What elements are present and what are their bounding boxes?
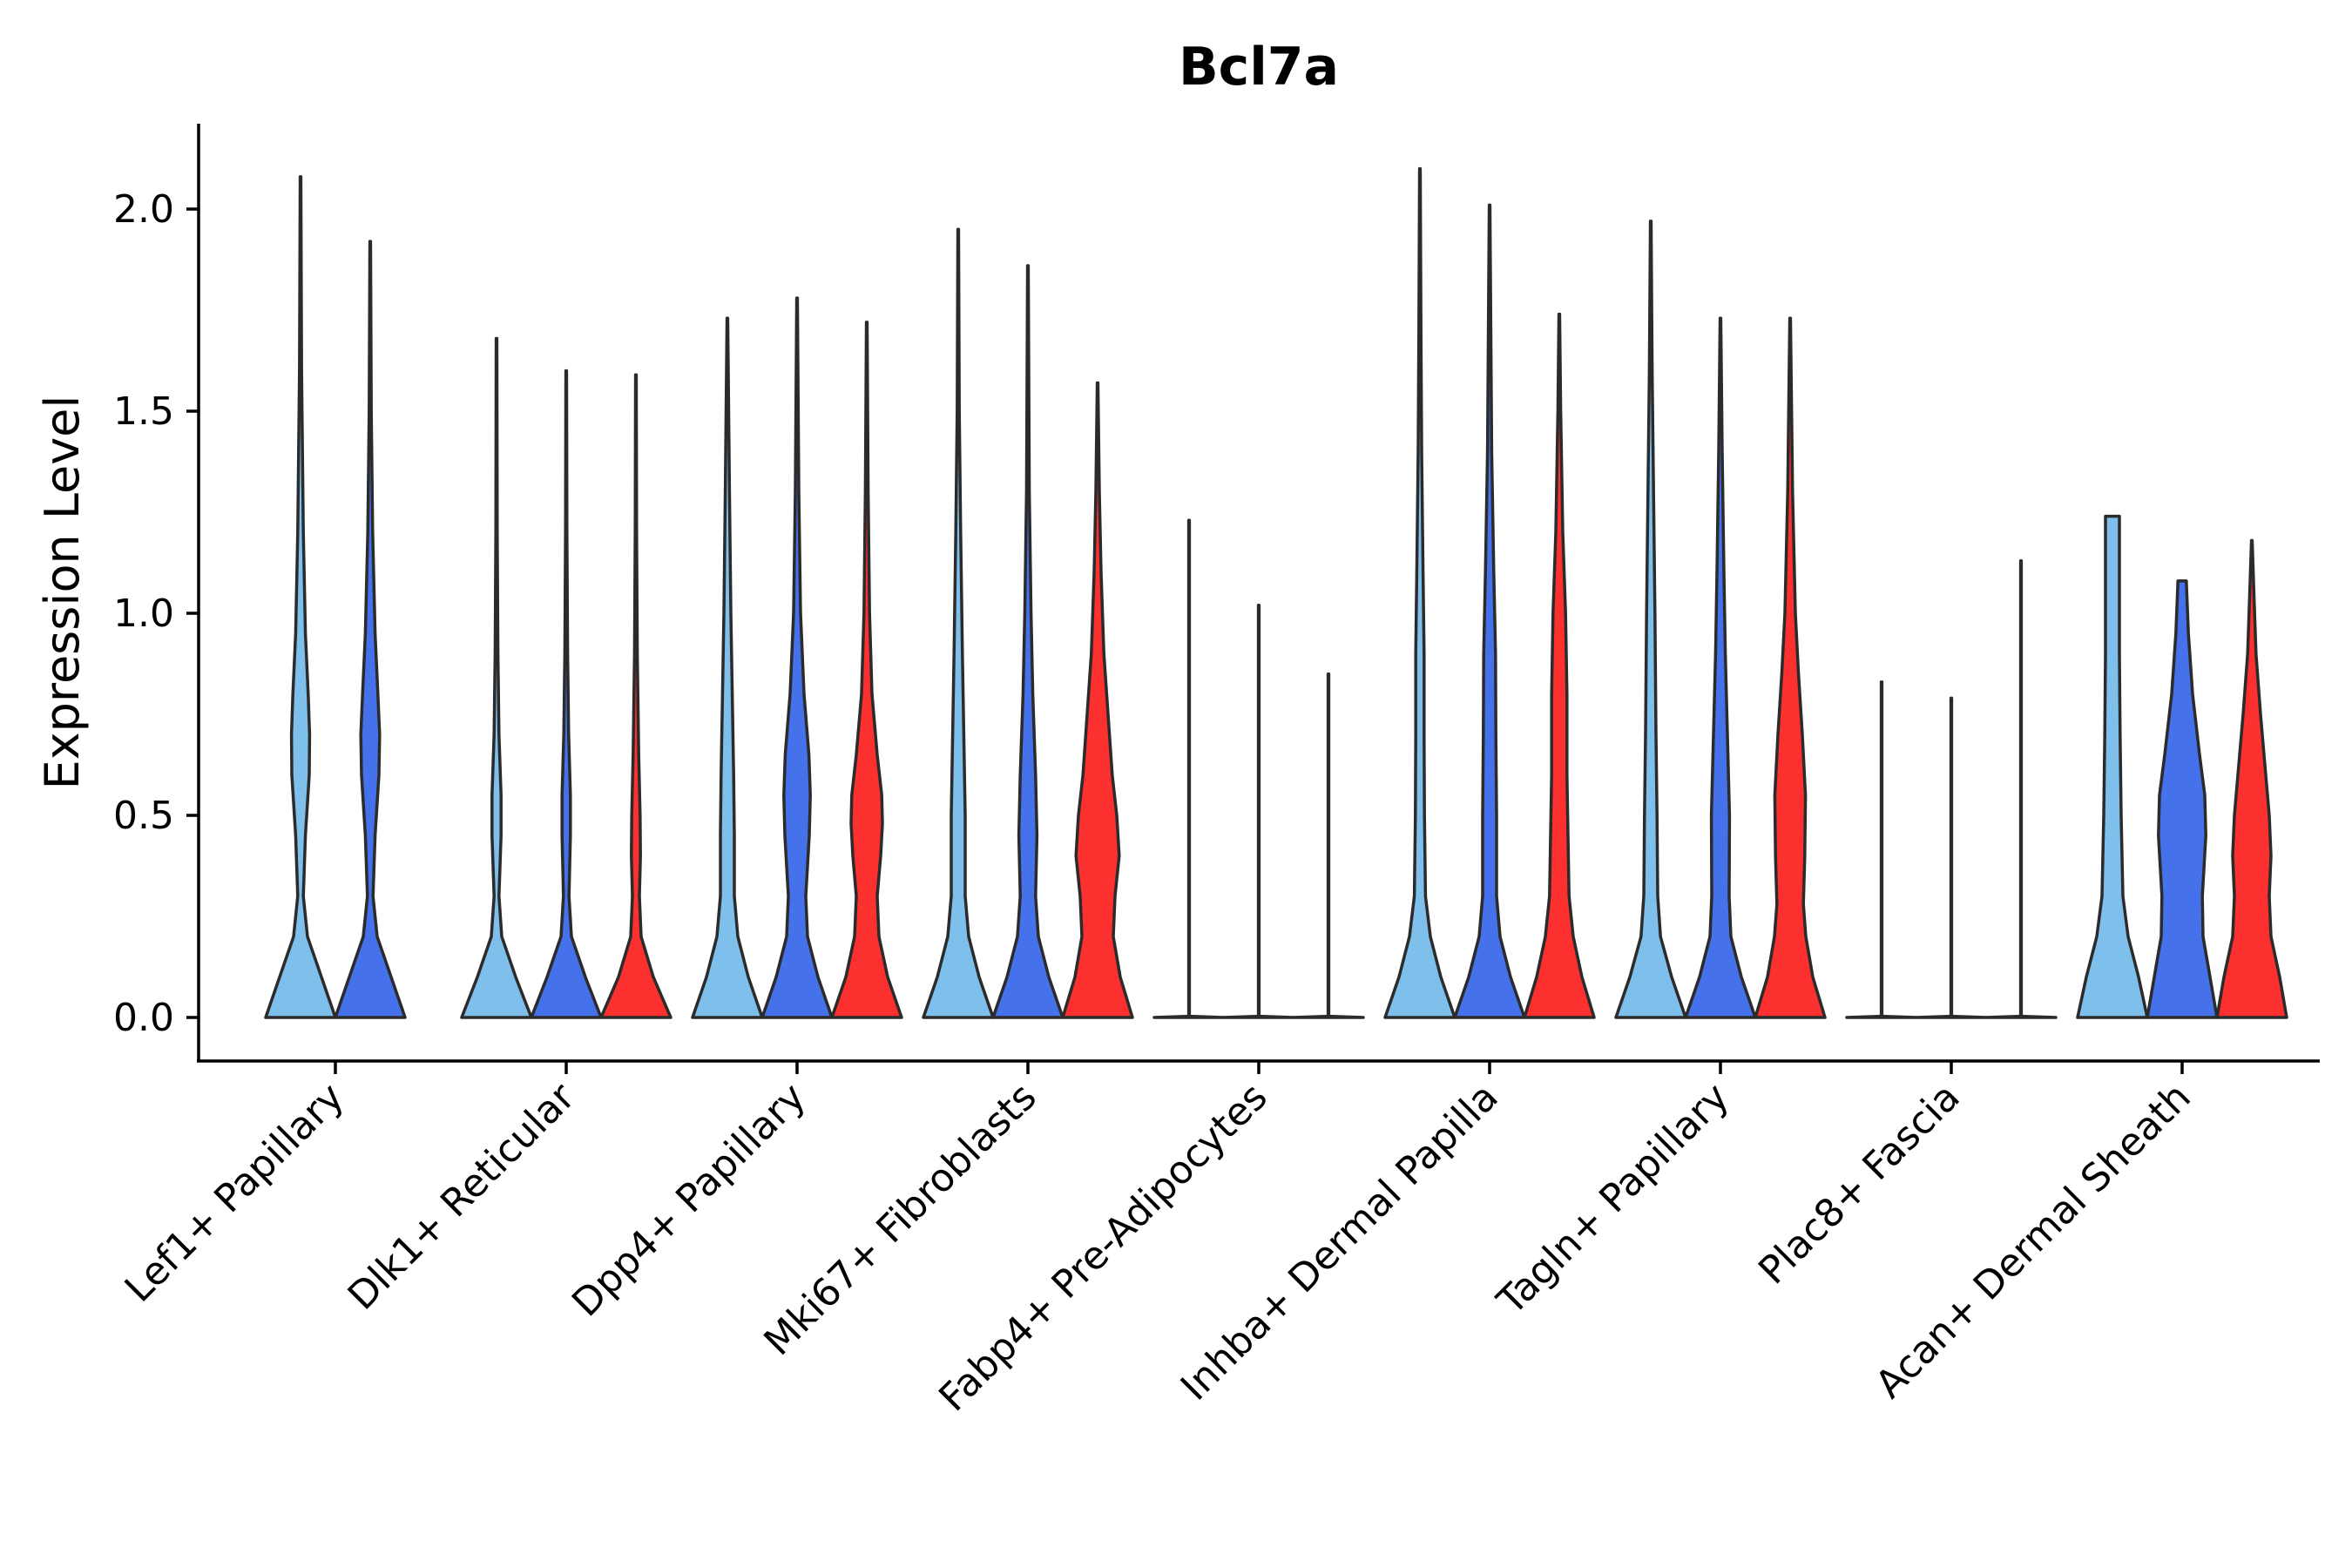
violin-2-3 [599, 373, 672, 1019]
violin-9-2 [2146, 579, 2219, 1019]
y-tick-label: 0.5 [113, 794, 174, 838]
violin-6-2 [1453, 203, 1526, 1019]
violin-1-2 [334, 240, 407, 1019]
violin-3-1 [691, 316, 764, 1019]
violin-4-2 [991, 264, 1064, 1019]
violin-7-1 [1614, 220, 1687, 1019]
violin-9-1 [2076, 514, 2149, 1019]
violin-3-3 [830, 321, 903, 1019]
y-axis-label: Expression Level [35, 395, 90, 790]
violin-4-3 [1061, 381, 1134, 1019]
x-tick-label: Tagln+ Papillary [1489, 1075, 1738, 1324]
violin-6-1 [1383, 166, 1456, 1019]
y-axis-ticks: 0.0 0.5 1.0 1.5 2.0 [113, 187, 199, 1040]
violin-5-3 [1292, 672, 1365, 1019]
x-tick-label: Dpp4+ Papillary [564, 1075, 814, 1326]
violin-8-3 [1984, 558, 2058, 1019]
chart-title: Bcl7a [1179, 37, 1339, 98]
y-tick-label: 2.0 [113, 187, 174, 232]
violin-2-1 [460, 336, 533, 1019]
violin-5-1 [1152, 518, 1226, 1019]
violin-3-2 [760, 296, 834, 1019]
x-tick-label: Dlk1+ Reticular [340, 1074, 585, 1319]
violin-1-1 [264, 175, 337, 1019]
x-tick-label: Plac8+ Fascia [1750, 1075, 1969, 1294]
violin-8-1 [1845, 680, 1918, 1019]
violins-layer [264, 166, 2288, 1019]
violin-8-2 [1915, 696, 1988, 1019]
violin-6-3 [1523, 312, 1596, 1019]
y-tick-label: 1.0 [113, 591, 174, 636]
violin-2-2 [530, 368, 603, 1019]
violin-9-3 [2215, 538, 2288, 1019]
x-tick-label: Lef1+ Papillary [117, 1075, 353, 1311]
violin-7-2 [1684, 316, 1757, 1019]
violin-7-3 [1754, 316, 1827, 1019]
y-tick-label: 1.5 [113, 389, 174, 434]
violin-4-1 [922, 227, 995, 1019]
y-tick-label: 0.0 [113, 996, 174, 1040]
violin-5-2 [1222, 603, 1295, 1019]
